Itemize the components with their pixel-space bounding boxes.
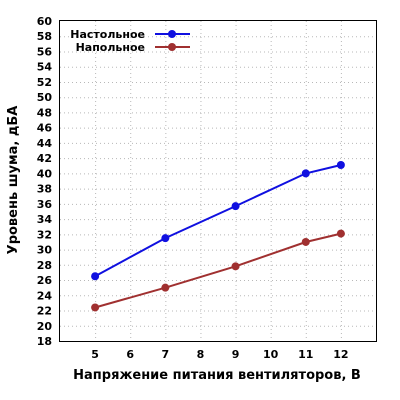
data-point	[336, 229, 345, 238]
data-point	[161, 283, 170, 292]
y-tick-label: 32	[37, 228, 52, 241]
x-tick-label: 11	[298, 348, 313, 361]
x-tick-label: 6	[126, 348, 134, 361]
series-1	[91, 161, 345, 281]
y-tick-label: 20	[37, 320, 53, 333]
y-tick-label: 30	[37, 244, 53, 257]
axis-ticks: 1820222426283032343638404244464850525456…	[37, 15, 349, 361]
y-tick-label: 22	[37, 305, 52, 318]
x-tick-label: 7	[162, 348, 170, 361]
y-tick-label: 38	[37, 183, 52, 196]
data-point	[301, 237, 310, 246]
data-point	[301, 169, 310, 178]
series-layer	[91, 161, 345, 312]
y-tick-label: 42	[37, 152, 52, 165]
legend-label: Напольное	[76, 41, 145, 54]
data-point	[231, 202, 240, 211]
series-line	[94, 164, 342, 278]
data-point	[336, 161, 345, 169]
y-tick-label: 28	[37, 259, 52, 272]
legend-label: Настольное	[70, 28, 145, 41]
x-tick-label: 5	[91, 348, 99, 361]
y-tick-label: 44	[37, 137, 53, 150]
grid	[60, 21, 376, 341]
x-tick-label: 8	[197, 348, 205, 361]
x-tick-label: 12	[333, 348, 348, 361]
y-tick-label: 24	[37, 289, 53, 302]
data-point	[91, 303, 100, 312]
legend-marker	[168, 30, 176, 38]
plot-frame	[59, 20, 377, 342]
y-tick-label: 34	[37, 213, 53, 226]
x-tick-label: 9	[232, 348, 240, 361]
x-tick-label: 10	[263, 348, 279, 361]
y-axis-title: Уровень шума, дБА	[6, 106, 21, 255]
y-tick-label: 36	[37, 198, 53, 211]
y-tick-label: 40	[37, 167, 53, 180]
y-tick-label: 48	[37, 106, 52, 119]
legend-marker	[168, 43, 176, 51]
data-point	[231, 262, 240, 271]
y-tick-label: 18	[37, 335, 52, 348]
data-point	[161, 234, 170, 243]
y-tick-label: 50	[37, 91, 53, 104]
y-tick-label: 54	[37, 61, 53, 74]
y-tick-label: 60	[37, 15, 53, 28]
data-point	[91, 272, 100, 281]
y-tick-label: 56	[37, 45, 53, 58]
y-tick-label: 26	[37, 274, 53, 287]
series-2	[91, 229, 345, 312]
y-tick-label: 58	[37, 30, 52, 43]
y-tick-label: 52	[37, 76, 52, 89]
y-tick-label: 46	[37, 122, 53, 135]
x-axis-title: Напряжение питания вентиляторов, В	[73, 368, 361, 383]
